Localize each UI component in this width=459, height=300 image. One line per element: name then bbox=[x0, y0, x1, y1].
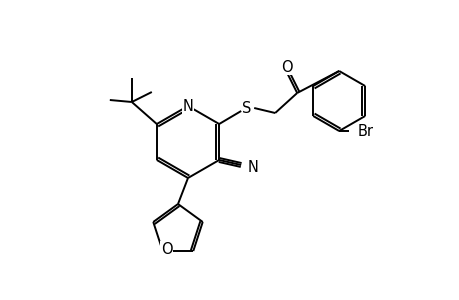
Text: N: N bbox=[182, 98, 193, 113]
Text: O: O bbox=[161, 242, 172, 256]
Text: S: S bbox=[242, 100, 252, 116]
Text: Br: Br bbox=[356, 124, 372, 139]
Text: N: N bbox=[246, 160, 257, 175]
Text: O: O bbox=[281, 59, 292, 74]
